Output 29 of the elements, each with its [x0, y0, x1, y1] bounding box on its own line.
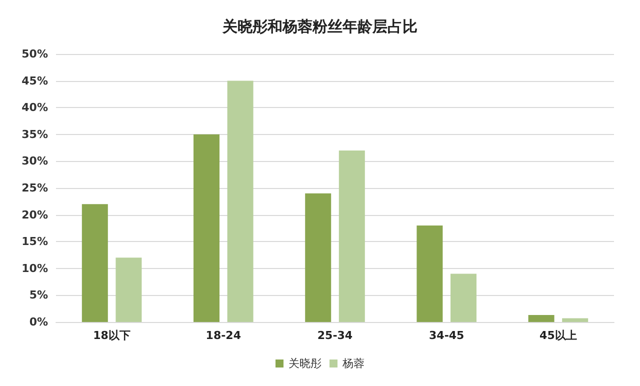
bar [338, 150, 365, 322]
y-tick-label: 10% [22, 262, 48, 275]
x-tick-label: 18以下 [93, 329, 130, 342]
y-tick-label: 15% [22, 235, 48, 248]
legend-label: 杨蓉 [342, 357, 364, 370]
y-tick-label: 25% [22, 182, 48, 194]
y-tick-label: 40% [22, 101, 48, 114]
x-tick-label: 18-24 [206, 329, 242, 342]
bar [227, 80, 254, 322]
legend-label: 关晓彤 [288, 357, 322, 370]
chart-title: 关晓彤和杨蓉粉丝年龄层占比 [222, 18, 418, 36]
x-tick-label: 34-45 [429, 329, 464, 342]
bar [416, 226, 443, 322]
bar [450, 274, 476, 322]
bar [82, 204, 108, 322]
y-tick-label: 35% [22, 128, 48, 141]
y-tick-label: 20% [22, 208, 48, 222]
x-tick-label: 25-34 [317, 329, 353, 342]
y-tick-label: 45% [22, 74, 48, 88]
bar [305, 193, 332, 322]
x-tick-label: 45以上 [540, 329, 577, 342]
bar [562, 318, 588, 322]
y-tick-label: 5% [29, 288, 48, 302]
y-tick-label: 50% [22, 48, 48, 60]
bar [194, 134, 220, 322]
y-tick-label: 30% [22, 154, 48, 168]
bar [528, 315, 554, 322]
y-tick-label: 0% [29, 316, 48, 328]
bar [116, 258, 142, 322]
